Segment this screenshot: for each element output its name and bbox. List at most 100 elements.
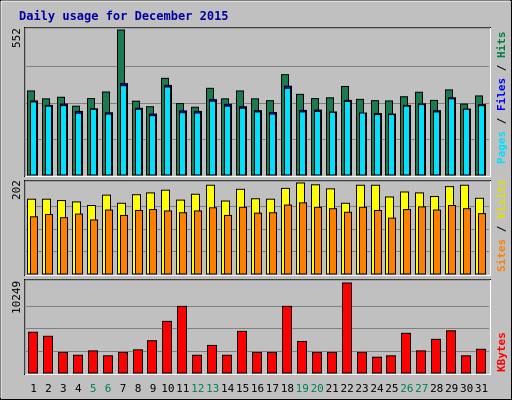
pages-bar bbox=[284, 87, 291, 176]
pages-bar bbox=[403, 105, 410, 176]
sites-bar bbox=[299, 202, 307, 275]
pages-bar bbox=[329, 111, 336, 176]
kbytes-bar bbox=[192, 354, 202, 374]
sites-bar bbox=[314, 206, 322, 275]
kbytes-bar bbox=[476, 348, 486, 374]
kbytes-bar bbox=[237, 330, 247, 374]
hits-ymax-label: 552 bbox=[10, 28, 23, 48]
pages-bar bbox=[90, 108, 97, 176]
sites-bar bbox=[164, 210, 172, 275]
legend-visits-panel: Sites / Visits bbox=[495, 179, 508, 272]
legend-hits-panel: Pages / Files / Hits bbox=[495, 32, 508, 165]
x-tick-label: 10 bbox=[161, 382, 174, 395]
legend-files: Files bbox=[495, 78, 508, 111]
kbytes-bar bbox=[312, 351, 322, 374]
sites-bar bbox=[418, 206, 426, 275]
pages-bar bbox=[433, 111, 440, 176]
x-tick-label: 27 bbox=[415, 382, 428, 395]
kbytes-bar bbox=[252, 351, 262, 374]
kbytes-bar bbox=[118, 351, 128, 374]
pages-bar bbox=[299, 111, 306, 176]
x-tick-label: 6 bbox=[105, 382, 112, 395]
sites-bar bbox=[105, 209, 113, 275]
legend-sep-1: / bbox=[495, 117, 508, 124]
kbytes-bar bbox=[177, 305, 187, 374]
sites-bar bbox=[45, 214, 53, 275]
pages-bar bbox=[75, 112, 82, 176]
pages-bar bbox=[120, 85, 127, 176]
pages-bar bbox=[45, 105, 52, 176]
pages-bar bbox=[254, 111, 261, 176]
x-tick-label: 20 bbox=[311, 382, 324, 395]
legend-visits: Visits bbox=[495, 179, 508, 219]
sites-bar bbox=[478, 213, 486, 275]
legend-sep-3: / bbox=[495, 225, 508, 232]
kbytes-bar bbox=[73, 354, 83, 374]
sites-bar bbox=[60, 217, 68, 275]
sites-bar bbox=[433, 209, 441, 275]
kbytes-bar bbox=[461, 355, 471, 374]
x-tick-label: 5 bbox=[90, 382, 97, 395]
kbytes-bar bbox=[416, 350, 426, 374]
x-tick-label: 17 bbox=[266, 382, 279, 395]
kbytes-ymax-label: 10249 bbox=[10, 281, 23, 314]
kbytes-panel bbox=[24, 279, 491, 375]
legend-kbytes: KBytes bbox=[495, 332, 508, 372]
kbytes-bar bbox=[133, 349, 143, 374]
kbytes-bar bbox=[327, 351, 337, 374]
x-axis-day-labels: 1 2 3 4 5 6 7 8 9 10 11 12 13 14 15 16 17 18 19 20 21 22 23 24 2… bbox=[30, 382, 488, 395]
x-tick-label: 21 bbox=[326, 382, 339, 395]
legend-hits: Hits bbox=[495, 32, 508, 59]
kbytes-bar bbox=[222, 354, 232, 374]
kbytes-bar bbox=[372, 356, 382, 374]
visits-ymax-label: 202 bbox=[10, 180, 23, 200]
x-tick-label: 13 bbox=[206, 382, 219, 395]
legend-pages: Pages bbox=[495, 131, 508, 164]
pages-bar bbox=[209, 100, 216, 176]
pages-bar bbox=[30, 101, 37, 176]
sites-bar bbox=[194, 210, 202, 275]
hits-panel bbox=[24, 27, 491, 177]
kbytes-bar bbox=[267, 351, 277, 374]
kbytes-bar bbox=[386, 355, 396, 374]
sites-bar bbox=[179, 212, 187, 275]
pages-bar bbox=[105, 113, 112, 176]
sites-bar bbox=[239, 206, 247, 275]
x-tick-label: 1 bbox=[30, 382, 37, 395]
kbytes-bar bbox=[297, 340, 307, 374]
sites-bar bbox=[463, 208, 471, 275]
x-tick-label: 23 bbox=[355, 382, 368, 395]
x-tick-label: 18 bbox=[281, 382, 294, 395]
sites-bar bbox=[284, 204, 292, 275]
x-tick-label: 3 bbox=[60, 382, 67, 395]
sites-bar bbox=[75, 213, 83, 275]
sites-bar bbox=[254, 212, 262, 275]
visits-panel bbox=[24, 180, 491, 276]
pages-bar bbox=[388, 114, 395, 176]
x-tick-label: 24 bbox=[370, 382, 384, 395]
x-tick-label: 11 bbox=[176, 382, 189, 395]
legend-sep-2: / bbox=[495, 64, 508, 71]
sites-bar bbox=[269, 212, 277, 275]
sites-bar bbox=[448, 205, 456, 275]
kbytes-bar bbox=[342, 282, 352, 374]
pages-bar bbox=[418, 104, 425, 176]
chart-title: Daily usage for December 2015 bbox=[19, 9, 229, 23]
sites-bar bbox=[329, 208, 337, 275]
pages-bar bbox=[344, 100, 351, 176]
kbytes-bar bbox=[282, 305, 292, 374]
pages-bar bbox=[179, 112, 186, 176]
sites-bar bbox=[388, 217, 396, 275]
sites-bar bbox=[90, 219, 98, 275]
pages-bar bbox=[478, 105, 485, 176]
sites-bar bbox=[224, 214, 232, 275]
sites-bar bbox=[359, 206, 367, 275]
x-tick-label: 2 bbox=[45, 382, 52, 395]
pages-bar bbox=[448, 98, 455, 176]
pages-bar bbox=[149, 115, 156, 176]
x-tick-label: 4 bbox=[75, 382, 82, 395]
kbytes-bar bbox=[357, 351, 367, 374]
pages-bar bbox=[60, 105, 67, 176]
x-tick-label: 22 bbox=[340, 382, 353, 395]
